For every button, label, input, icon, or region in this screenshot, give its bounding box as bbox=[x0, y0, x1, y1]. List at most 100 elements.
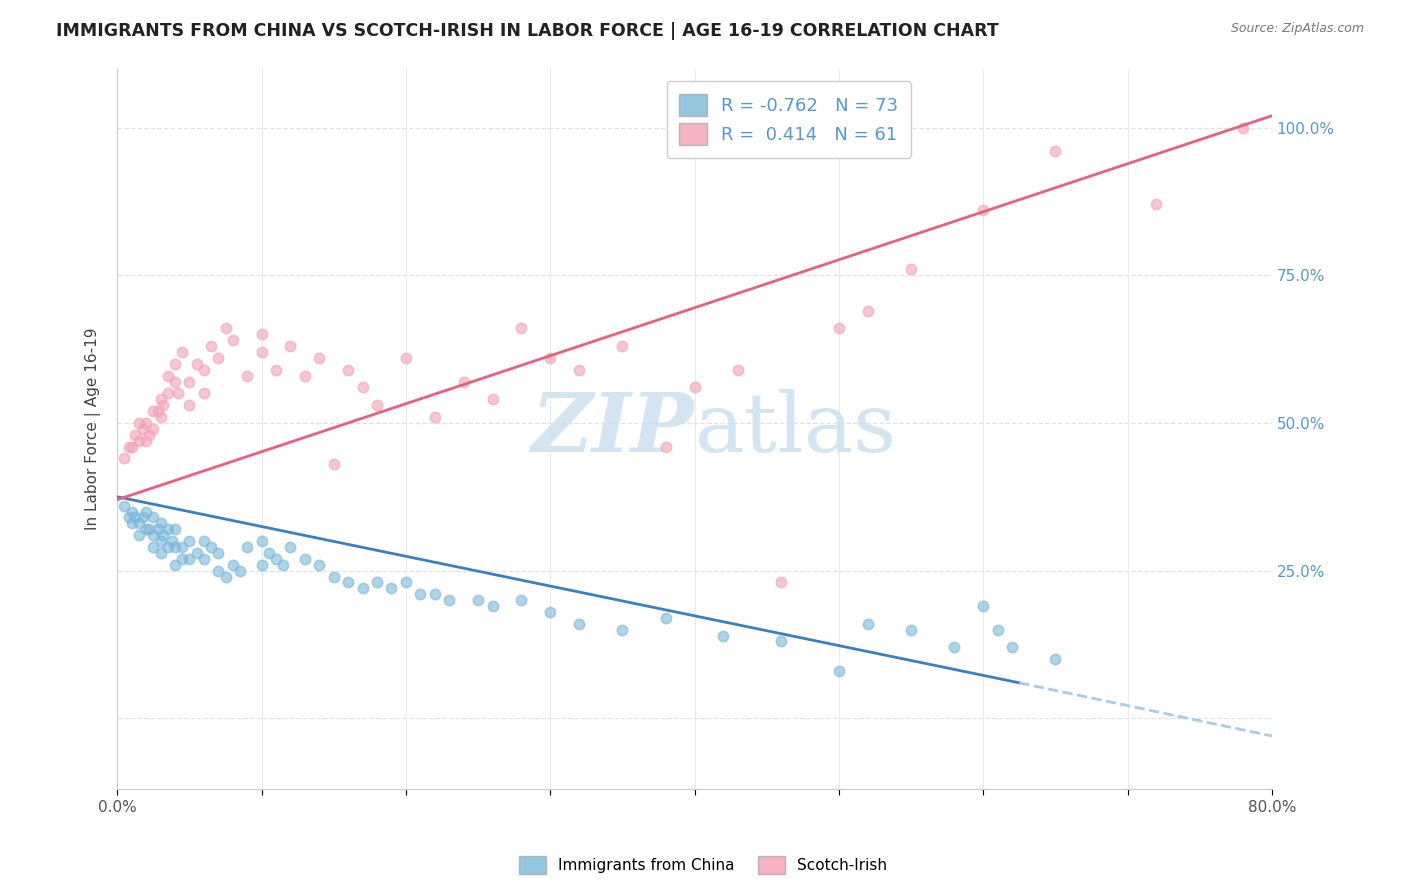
Point bbox=[366, 575, 388, 590]
Point bbox=[124, 510, 146, 524]
Point bbox=[250, 534, 273, 549]
Point bbox=[135, 416, 157, 430]
Point bbox=[149, 410, 172, 425]
Point bbox=[1045, 652, 1067, 666]
Point bbox=[264, 551, 287, 566]
Point bbox=[163, 522, 186, 536]
Point bbox=[207, 546, 229, 560]
Point bbox=[152, 528, 174, 542]
Point bbox=[135, 522, 157, 536]
Point bbox=[128, 416, 150, 430]
Point bbox=[900, 262, 922, 277]
Point bbox=[828, 321, 851, 335]
Point bbox=[128, 434, 150, 448]
Point bbox=[943, 640, 966, 655]
Point bbox=[121, 516, 143, 531]
Point bbox=[146, 404, 169, 418]
Point bbox=[770, 634, 793, 648]
Point bbox=[395, 575, 418, 590]
Point bbox=[160, 534, 183, 549]
Point bbox=[264, 363, 287, 377]
Point bbox=[138, 522, 160, 536]
Point bbox=[121, 504, 143, 518]
Point bbox=[395, 351, 418, 365]
Point bbox=[1045, 145, 1067, 159]
Point bbox=[236, 368, 259, 383]
Point bbox=[128, 516, 150, 531]
Point bbox=[612, 623, 634, 637]
Point bbox=[135, 434, 157, 448]
Point bbox=[156, 386, 179, 401]
Point bbox=[250, 558, 273, 572]
Point bbox=[322, 569, 344, 583]
Point bbox=[142, 540, 165, 554]
Point bbox=[294, 368, 316, 383]
Point bbox=[337, 575, 360, 590]
Point bbox=[713, 629, 735, 643]
Point bbox=[612, 339, 634, 353]
Point bbox=[352, 582, 374, 596]
Point bbox=[149, 392, 172, 407]
Point bbox=[149, 516, 172, 531]
Point bbox=[900, 623, 922, 637]
Text: ZIP: ZIP bbox=[531, 389, 695, 469]
Point bbox=[179, 534, 201, 549]
Point bbox=[200, 540, 222, 554]
Point bbox=[856, 616, 879, 631]
Point bbox=[538, 351, 561, 365]
Point bbox=[250, 345, 273, 359]
Point bbox=[186, 546, 208, 560]
Point bbox=[236, 540, 259, 554]
Point bbox=[987, 623, 1010, 637]
Point bbox=[135, 504, 157, 518]
Text: Source: ZipAtlas.com: Source: ZipAtlas.com bbox=[1230, 22, 1364, 36]
Point bbox=[163, 540, 186, 554]
Point bbox=[568, 363, 591, 377]
Point bbox=[163, 357, 186, 371]
Point bbox=[1001, 640, 1024, 655]
Legend: R = -0.762   N = 73, R =  0.414   N = 61: R = -0.762 N = 73, R = 0.414 N = 61 bbox=[666, 81, 911, 158]
Point bbox=[118, 440, 141, 454]
Point bbox=[271, 558, 294, 572]
Point bbox=[179, 398, 201, 412]
Point bbox=[380, 582, 402, 596]
Point bbox=[222, 333, 245, 347]
Point bbox=[142, 510, 165, 524]
Point bbox=[352, 380, 374, 394]
Text: atlas: atlas bbox=[695, 389, 897, 469]
Point bbox=[510, 321, 533, 335]
Point bbox=[654, 440, 676, 454]
Point bbox=[152, 398, 174, 412]
Point bbox=[214, 569, 236, 583]
Point bbox=[280, 540, 302, 554]
Point bbox=[167, 386, 190, 401]
Point bbox=[118, 510, 141, 524]
Point bbox=[179, 375, 201, 389]
Point bbox=[250, 327, 273, 342]
Point bbox=[149, 546, 172, 560]
Point bbox=[467, 593, 489, 607]
Point bbox=[308, 558, 330, 572]
Point bbox=[229, 564, 252, 578]
Point bbox=[308, 351, 330, 365]
Point bbox=[124, 427, 146, 442]
Point bbox=[280, 339, 302, 353]
Point bbox=[172, 551, 194, 566]
Point bbox=[149, 534, 172, 549]
Point bbox=[132, 510, 155, 524]
Point bbox=[770, 575, 793, 590]
Point bbox=[257, 546, 280, 560]
Y-axis label: In Labor Force | Age 16-19: In Labor Force | Age 16-19 bbox=[86, 327, 101, 530]
Point bbox=[727, 363, 749, 377]
Legend: Immigrants from China, Scotch-Irish: Immigrants from China, Scotch-Irish bbox=[512, 850, 894, 880]
Point bbox=[538, 605, 561, 619]
Point bbox=[207, 351, 229, 365]
Point bbox=[337, 363, 360, 377]
Point bbox=[172, 540, 194, 554]
Point bbox=[193, 386, 215, 401]
Point bbox=[142, 422, 165, 436]
Point bbox=[423, 410, 446, 425]
Point bbox=[439, 593, 461, 607]
Point bbox=[193, 363, 215, 377]
Point bbox=[322, 457, 344, 471]
